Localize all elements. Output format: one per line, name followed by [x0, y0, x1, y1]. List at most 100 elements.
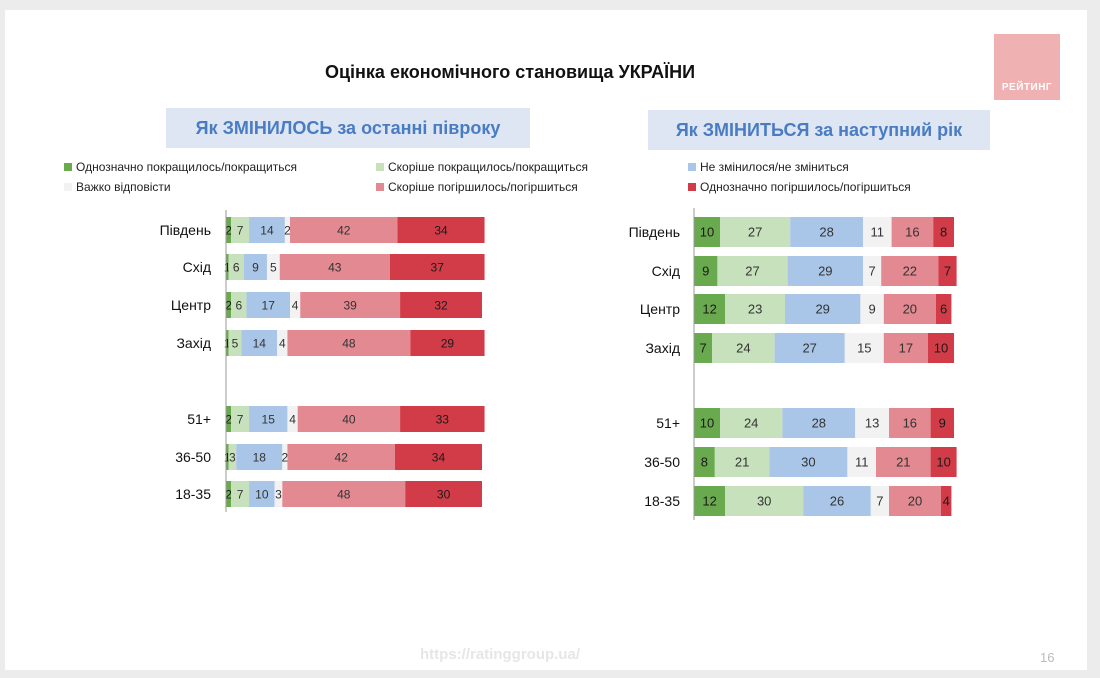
- data-label: 29: [818, 264, 832, 279]
- bar-segment-strong-worse: [410, 330, 485, 356]
- data-label: 23: [748, 302, 762, 317]
- data-label: 10: [936, 455, 950, 470]
- bar-segment-no-change: [249, 406, 288, 432]
- data-label: 10: [255, 488, 269, 502]
- data-label: 7: [237, 413, 244, 427]
- data-label: 29: [441, 337, 455, 351]
- legend-somewhat-better: Скоріше покращилось/покращиться: [376, 160, 588, 174]
- bar-segment-strong-worse: [928, 333, 954, 363]
- data-label: 7: [876, 494, 883, 509]
- bar-segment-somewhat-better: [231, 406, 250, 432]
- category-label: Центр: [171, 297, 211, 313]
- bar-segment-no-change: [241, 330, 278, 356]
- data-label: 32: [434, 299, 448, 313]
- bar-segment-no-change: [787, 256, 863, 286]
- bar-segment-somewhat-better: [725, 486, 804, 516]
- data-label: 27: [745, 264, 759, 279]
- data-label: 22: [903, 264, 917, 279]
- data-label: 7: [237, 224, 244, 238]
- bar-segment-strong-worse: [400, 406, 485, 432]
- data-label: 10: [700, 225, 714, 240]
- bar-segment-somewhat-better: [228, 330, 242, 356]
- bar-segment-strong-worse: [397, 217, 485, 243]
- bar-segment-somewhat-better: [228, 254, 244, 280]
- bar-segment-somewhat-better: [231, 481, 250, 507]
- data-label: 7: [868, 264, 875, 279]
- footer-url[interactable]: https://ratinggroup.ua/: [420, 646, 580, 663]
- bar-segment-no-change: [236, 444, 283, 470]
- data-label: 4: [289, 413, 296, 427]
- slide-title: Оцінка економічного становища УКРАЇНИ: [324, 62, 696, 82]
- data-label: 15: [857, 341, 871, 356]
- data-label: 1: [224, 261, 231, 275]
- legend-swatch-no-change: [688, 162, 696, 171]
- bar-segment-somewhat-worse: [889, 408, 931, 438]
- left-chart-heading: Як ЗМІНИЛОСЬ за останні півроку: [166, 108, 530, 148]
- bar-segment-no-change: [243, 254, 267, 280]
- bar-segment-hard-to-say: [287, 406, 298, 432]
- data-label: 20: [903, 302, 917, 317]
- bar-segment-strong-worse: [389, 254, 485, 280]
- bar-segment-somewhat-better: [720, 408, 783, 438]
- bar-segment-somewhat-better: [228, 444, 237, 470]
- data-label: 27: [802, 341, 816, 356]
- data-label: 30: [757, 494, 771, 509]
- bar-segment-no-change: [249, 481, 275, 507]
- data-label: 30: [437, 488, 451, 502]
- data-label: 21: [896, 455, 910, 470]
- legend-no-change: Не змінилося/не зміниться: [688, 160, 849, 174]
- data-label: 3: [229, 451, 236, 465]
- data-label: 1: [224, 337, 231, 351]
- data-label: 5: [232, 337, 239, 351]
- data-label: 6: [233, 261, 240, 275]
- bar-segment-strong-worse: [941, 486, 952, 516]
- bar-segment-hard-to-say: [863, 256, 882, 286]
- data-label: 9: [939, 416, 946, 431]
- legend-somewhat-worse: Скоріше погіршилось/погіршиться: [376, 180, 578, 194]
- category-label: 36-50: [175, 449, 211, 465]
- data-label: 4: [943, 494, 950, 509]
- data-label: 8: [940, 225, 947, 240]
- data-label: 8: [701, 455, 708, 470]
- category-label: 51+: [187, 411, 211, 427]
- bar-segment-strong-better: [694, 447, 715, 477]
- bar-segment-somewhat-better: [712, 333, 775, 363]
- data-label: 16: [903, 416, 917, 431]
- bar-segment-hard-to-say: [274, 481, 283, 507]
- data-label: 10: [934, 341, 948, 356]
- legend-label: Важко відповісти: [76, 180, 171, 194]
- bar-segment-strong-worse: [394, 444, 482, 470]
- bar-segment-no-change: [785, 294, 861, 324]
- bar-segment-hard-to-say: [870, 486, 889, 516]
- chart-future: Південь 10 27 28 11 16 8 Схід 9 27 29 7 22 7 Центр 12 23…: [629, 208, 957, 520]
- data-label: 26: [830, 494, 844, 509]
- bar-segment-somewhat-better: [231, 292, 247, 318]
- data-label: 37: [431, 261, 445, 275]
- bar-segment-strong-worse: [935, 294, 952, 324]
- bar-segment-strong-better: [226, 444, 229, 470]
- bar-segment-no-change: [790, 217, 863, 247]
- data-label: 10: [700, 416, 714, 431]
- data-label: 2: [225, 299, 232, 313]
- bar-segment-somewhat-worse: [279, 254, 390, 280]
- bar-segment-strong-better: [694, 217, 720, 247]
- data-label: 24: [744, 416, 758, 431]
- bar-segment-no-change: [774, 333, 845, 363]
- data-label: 34: [432, 451, 446, 465]
- bar-segment-strong-worse: [933, 217, 954, 247]
- legend-label: Однозначно покращилось/покращиться: [76, 160, 297, 174]
- data-label: 3: [275, 488, 282, 502]
- category-label: 18-35: [644, 493, 680, 509]
- data-label: 6: [940, 302, 947, 317]
- category-label: Центр: [640, 301, 680, 317]
- bar-segment-hard-to-say: [266, 254, 280, 280]
- data-label: 40: [342, 413, 356, 427]
- bar-segment-hard-to-say: [284, 217, 290, 243]
- data-label: 2: [284, 224, 291, 238]
- data-label: 2: [225, 488, 232, 502]
- bar-segment-strong-better: [694, 256, 718, 286]
- data-label: 17: [262, 299, 276, 313]
- category-label: Захід: [645, 340, 680, 356]
